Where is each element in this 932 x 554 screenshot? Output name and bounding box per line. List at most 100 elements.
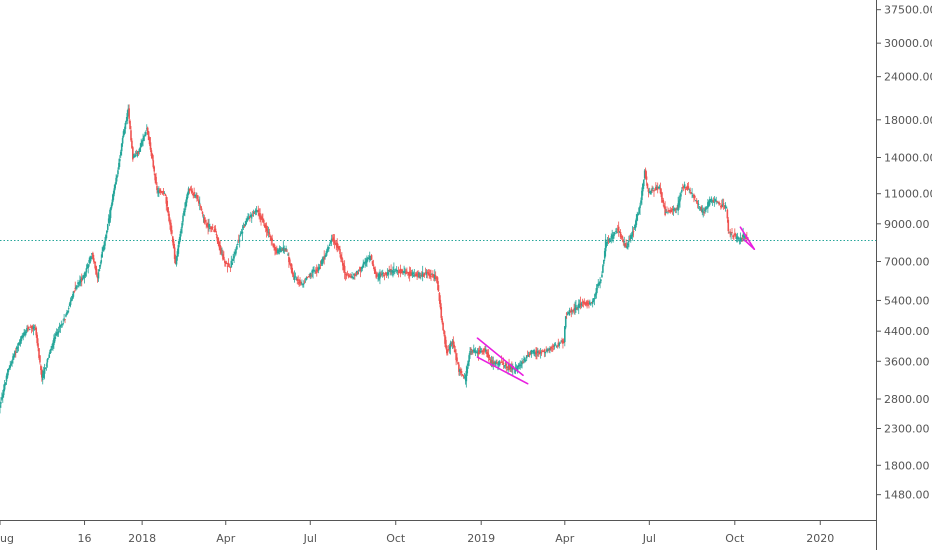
candle[interactable] bbox=[710, 196, 713, 204]
candle[interactable] bbox=[10, 361, 12, 366]
candle[interactable] bbox=[625, 239, 627, 248]
candle[interactable] bbox=[707, 198, 709, 213]
candle[interactable] bbox=[617, 221, 620, 237]
candle[interactable] bbox=[160, 190, 163, 194]
candle[interactable] bbox=[699, 206, 702, 211]
candle[interactable] bbox=[107, 214, 110, 224]
candle[interactable] bbox=[222, 249, 224, 261]
candle[interactable] bbox=[382, 272, 385, 277]
candle[interactable] bbox=[363, 261, 365, 265]
candle[interactable] bbox=[581, 298, 584, 307]
candle[interactable] bbox=[591, 298, 594, 308]
candle[interactable] bbox=[124, 121, 127, 134]
candle[interactable] bbox=[629, 233, 632, 243]
candle[interactable] bbox=[669, 206, 672, 214]
candle[interactable] bbox=[213, 225, 216, 233]
candle[interactable] bbox=[273, 243, 275, 251]
candle[interactable] bbox=[21, 333, 24, 339]
candle[interactable] bbox=[173, 244, 176, 264]
candle[interactable] bbox=[411, 269, 414, 278]
candle[interactable] bbox=[403, 265, 405, 274]
candle[interactable] bbox=[221, 247, 223, 257]
candle[interactable] bbox=[447, 344, 450, 351]
candle[interactable] bbox=[175, 255, 178, 267]
candle[interactable] bbox=[75, 284, 77, 291]
candle[interactable] bbox=[503, 365, 506, 369]
candle[interactable] bbox=[738, 237, 741, 245]
candle[interactable] bbox=[239, 231, 242, 237]
candle[interactable] bbox=[171, 236, 174, 246]
candle[interactable] bbox=[324, 254, 326, 260]
candle[interactable] bbox=[40, 364, 42, 375]
candle[interactable] bbox=[240, 228, 243, 234]
candle[interactable] bbox=[740, 237, 743, 242]
candle[interactable] bbox=[89, 255, 91, 264]
candle[interactable] bbox=[287, 252, 289, 257]
candle[interactable] bbox=[469, 347, 471, 359]
candle[interactable] bbox=[602, 264, 604, 274]
candle[interactable] bbox=[263, 222, 266, 228]
candle[interactable] bbox=[373, 266, 376, 274]
candle[interactable] bbox=[565, 312, 568, 319]
candle[interactable] bbox=[418, 271, 420, 279]
candle[interactable] bbox=[726, 208, 729, 223]
candle[interactable] bbox=[686, 183, 689, 191]
candle[interactable] bbox=[161, 190, 164, 195]
candle[interactable] bbox=[409, 267, 412, 277]
candle[interactable] bbox=[723, 204, 726, 209]
candle[interactable] bbox=[101, 246, 103, 258]
candle[interactable] bbox=[470, 347, 472, 356]
candle[interactable] bbox=[720, 199, 723, 209]
candle[interactable] bbox=[178, 237, 181, 248]
candle[interactable] bbox=[559, 342, 561, 344]
candle[interactable] bbox=[573, 303, 575, 315]
candle[interactable] bbox=[716, 200, 718, 203]
candle[interactable] bbox=[176, 248, 179, 261]
candle[interactable] bbox=[416, 270, 418, 281]
candle[interactable] bbox=[460, 368, 463, 377]
candle[interactable] bbox=[532, 349, 535, 355]
candle[interactable] bbox=[334, 240, 337, 245]
candle[interactable] bbox=[312, 266, 314, 279]
candle[interactable] bbox=[26, 325, 28, 333]
candle[interactable] bbox=[590, 301, 593, 304]
candle[interactable] bbox=[188, 188, 191, 194]
candle[interactable] bbox=[212, 230, 215, 232]
candle[interactable] bbox=[228, 263, 231, 268]
candle[interactable] bbox=[79, 275, 81, 286]
candle[interactable] bbox=[214, 225, 217, 233]
candle[interactable] bbox=[252, 209, 255, 217]
candle[interactable] bbox=[380, 270, 383, 277]
candle[interactable] bbox=[681, 187, 683, 194]
candle[interactable] bbox=[407, 271, 409, 276]
candle[interactable] bbox=[177, 241, 180, 257]
candle[interactable] bbox=[83, 271, 86, 284]
candle[interactable] bbox=[343, 260, 346, 280]
candle[interactable] bbox=[693, 193, 695, 203]
candle[interactable] bbox=[649, 190, 652, 195]
candle[interactable] bbox=[673, 207, 676, 212]
candle[interactable] bbox=[311, 269, 313, 278]
candle[interactable] bbox=[509, 364, 511, 372]
candle[interactable] bbox=[224, 261, 227, 267]
candle[interactable] bbox=[276, 247, 279, 255]
candle[interactable] bbox=[53, 334, 55, 349]
candle[interactable] bbox=[98, 264, 101, 272]
candle[interactable] bbox=[531, 351, 534, 354]
candle[interactable] bbox=[616, 224, 619, 233]
candle[interactable] bbox=[64, 318, 66, 324]
candle[interactable] bbox=[611, 229, 613, 242]
candle[interactable] bbox=[88, 257, 90, 267]
candle[interactable] bbox=[443, 329, 445, 337]
candle[interactable] bbox=[428, 269, 430, 279]
candle[interactable] bbox=[700, 205, 703, 213]
candle[interactable] bbox=[566, 311, 569, 316]
candle[interactable] bbox=[575, 299, 577, 313]
candle[interactable] bbox=[338, 245, 340, 250]
candle[interactable] bbox=[539, 347, 542, 359]
candle[interactable] bbox=[474, 347, 477, 357]
candle[interactable] bbox=[434, 271, 437, 281]
candle[interactable] bbox=[339, 245, 341, 258]
candle[interactable] bbox=[466, 363, 469, 376]
candle[interactable] bbox=[245, 218, 247, 225]
